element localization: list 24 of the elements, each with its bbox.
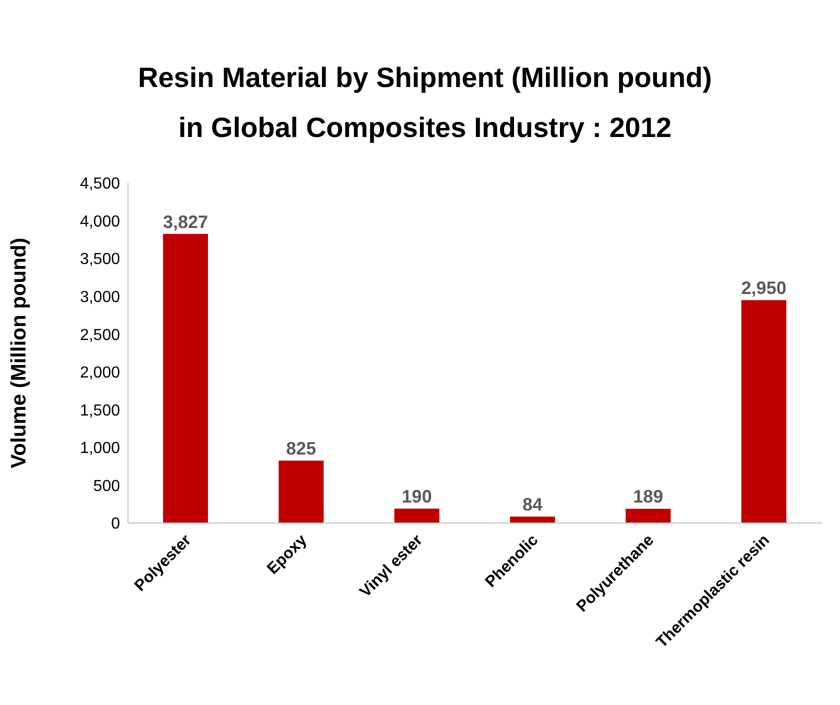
data-label: 84	[522, 494, 543, 515]
y-tick-label: 1,500	[80, 402, 120, 420]
bar	[626, 508, 671, 523]
y-tick-label: 4,500	[80, 176, 120, 193]
y-tick-label: 1,000	[80, 440, 120, 458]
data-label: 189	[633, 486, 664, 507]
bar	[741, 300, 786, 523]
y-tick-label: 0	[111, 516, 120, 533]
y-tick-label: 3,000	[80, 289, 120, 306]
chart-title: Resin Material by Shipment (Million pound) in Global Composites Industry : 2012	[136, 61, 713, 145]
data-label: 3,827	[162, 212, 208, 232]
bar	[163, 234, 208, 523]
bar	[278, 460, 324, 523]
y-tick-label: 3,500	[80, 251, 120, 268]
bar	[394, 508, 440, 523]
y-tick-label: 500	[93, 478, 120, 495]
y-axis-title: Volume (Million pound)	[7, 238, 30, 468]
data-label: 825	[286, 438, 316, 459]
y-tick-label: 4,000	[80, 213, 120, 230]
data-label: 2,950	[741, 278, 786, 298]
y-tick-label: 2,000	[80, 364, 120, 382]
y-tick-label: 2,500	[80, 326, 120, 344]
bar	[510, 516, 555, 523]
data-label: 190	[402, 486, 432, 507]
